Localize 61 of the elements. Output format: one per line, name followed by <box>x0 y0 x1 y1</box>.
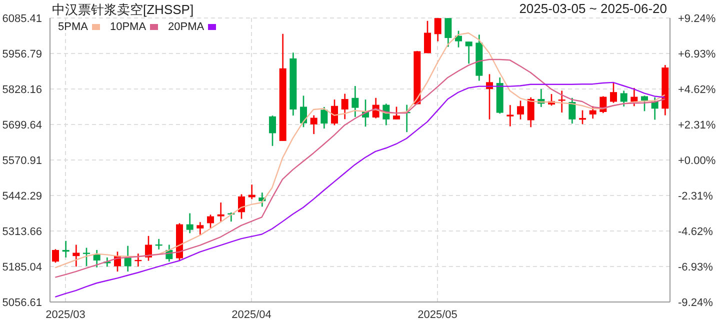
candlestick <box>331 98 338 126</box>
y-tick-label: 5828.16 <box>2 84 42 96</box>
candlestick <box>589 106 596 120</box>
candlestick <box>341 93 348 120</box>
candlestick <box>568 97 576 124</box>
chart-title: 中汉票针浆卖空[ZHSSP] <box>52 1 194 19</box>
candlestick <box>207 214 214 229</box>
candlestick <box>620 90 628 108</box>
legend-label: 5PMA <box>58 21 88 33</box>
candlestick <box>217 202 224 223</box>
candlestick <box>248 184 256 200</box>
candlestick <box>579 110 586 125</box>
y2-tick-label: -6.93% <box>678 261 714 274</box>
y-tick-label: 5699.64 <box>2 119 42 132</box>
candlestick <box>434 18 442 42</box>
candlestick <box>610 82 617 104</box>
y-tick-label: 6085.41 <box>2 12 42 25</box>
candlestick <box>93 249 100 268</box>
legend-label: 20PMA <box>168 21 204 33</box>
candlestick <box>506 104 514 127</box>
y-tick-label: 5313.66 <box>2 226 42 238</box>
candlestick <box>320 106 328 130</box>
y2-tick-label: +2.31% <box>678 119 716 132</box>
candlestick <box>238 194 245 220</box>
candlestick <box>310 114 318 135</box>
candlestick <box>630 87 638 107</box>
candlestick <box>196 221 204 236</box>
candlestick <box>72 244 80 268</box>
y2-tick-label: -9.24% <box>678 296 714 309</box>
candlestick <box>641 95 648 112</box>
candlestick <box>269 114 276 147</box>
legend-label: 10PMA <box>110 21 146 33</box>
candlestick <box>455 30 462 48</box>
candlestick <box>444 18 452 48</box>
y2-tick-label: +0.00% <box>678 154 716 167</box>
candlestick <box>393 106 400 120</box>
y-tick-label: 5056.61 <box>2 296 42 309</box>
candlestick <box>424 20 431 54</box>
candlestick <box>300 95 307 128</box>
y2-tick-label: -2.31% <box>678 190 714 202</box>
chart-subtitle: 2025-03-05 ~ 2025-06-20 <box>519 1 667 16</box>
y2-tick-label: -4.62% <box>678 226 714 238</box>
candlestick <box>62 240 70 258</box>
candlestick <box>465 40 472 64</box>
y2-tick-label: +9.24% <box>678 12 716 25</box>
candlestick <box>124 245 132 272</box>
y2-tick-label: +4.62% <box>678 84 716 96</box>
candlestick <box>527 96 534 128</box>
y-tick-label: 5442.29 <box>2 190 42 202</box>
candlestick <box>352 85 359 118</box>
candlestick <box>517 100 524 120</box>
candlestick <box>52 248 59 264</box>
y-tick-label: 5956.79 <box>2 48 42 60</box>
x-tick-label: 2025/05 <box>418 308 458 320</box>
candlestick <box>186 212 194 234</box>
x-tick-label: 2025/03 <box>46 308 86 320</box>
y-tick-label: 5570.91 <box>2 154 42 167</box>
y2-tick-label: +6.93% <box>678 48 716 60</box>
line-series <box>54 82 666 298</box>
x-tick-label: 2025/04 <box>232 308 272 320</box>
y-tick-label: 5185.04 <box>2 261 42 274</box>
